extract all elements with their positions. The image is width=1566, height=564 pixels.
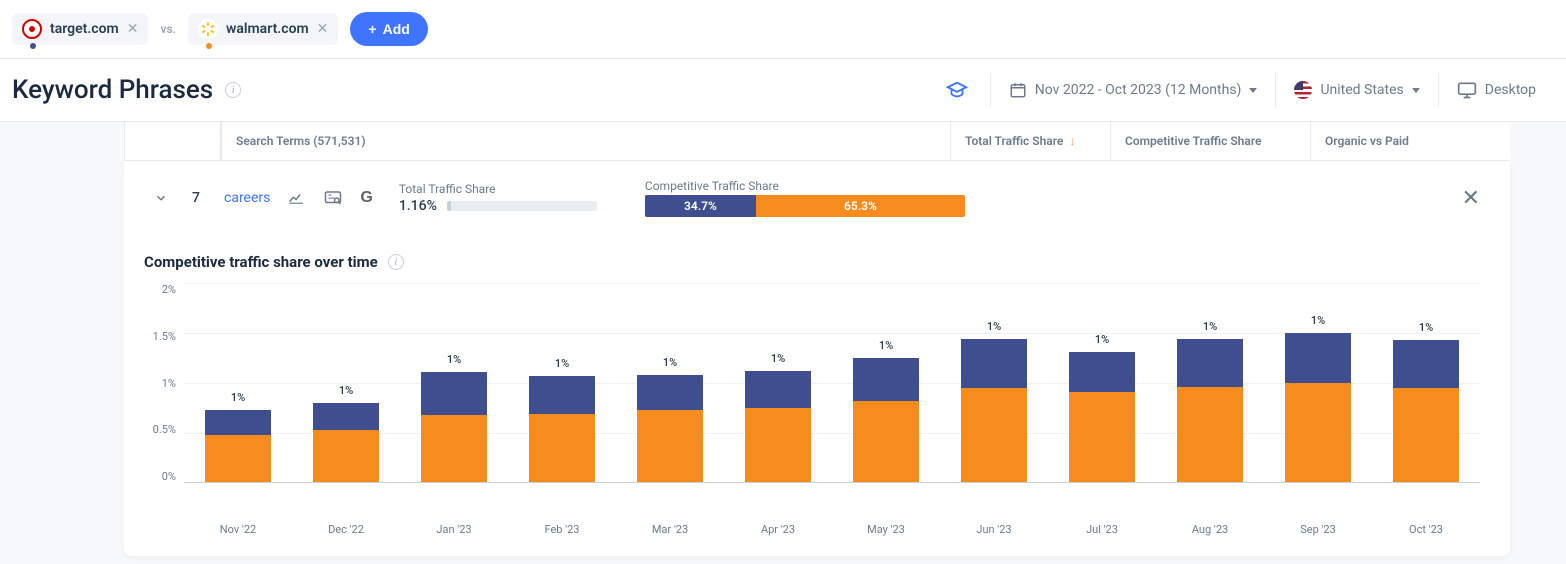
bar-value-label: 1% — [1203, 320, 1217, 333]
compare-domains-bar: target.com ✕ vs. walmart.com ✕ + Add — [0, 0, 1566, 59]
domain-color-dot — [30, 43, 36, 49]
domain-chip-walmart[interactable]: walmart.com ✕ — [188, 13, 338, 45]
bar-value-label: 1% — [771, 352, 785, 365]
chart-plot: 1% 1% 1% 1% 1% 1% 1% 1% 1% 1% 1% 1% — [184, 283, 1480, 483]
date-range-text: Nov 2022 - Oct 2023 (12 Months) — [1035, 82, 1242, 98]
remove-domain-icon[interactable]: ✕ — [127, 21, 139, 37]
x-axis-label: Mar '23 — [616, 523, 724, 536]
country-text: United States — [1320, 82, 1403, 98]
device-text: Desktop — [1485, 82, 1536, 98]
chevron-down-icon — [1412, 88, 1420, 93]
x-axis-label: Nov '22 — [184, 523, 292, 536]
bar-value-label: 1% — [231, 391, 245, 404]
keyword-link[interactable]: careers — [224, 190, 270, 206]
bar-value-label: 1% — [663, 356, 677, 369]
bar-column: 1% — [832, 283, 940, 482]
col-competitive-traffic-share[interactable]: Competitive Traffic Share — [1110, 122, 1310, 160]
bar-column: 1% — [616, 283, 724, 482]
chevron-down-icon — [1249, 88, 1257, 93]
x-axis-label: Aug '23 — [1156, 523, 1264, 536]
bar-value-label: 1% — [1311, 314, 1325, 327]
x-axis-label: Sep '23 — [1264, 523, 1372, 536]
us-flag-icon — [1294, 81, 1312, 99]
sort-desc-icon: ↓ — [1069, 134, 1075, 148]
x-axis-label: Dec '22 — [292, 523, 400, 536]
walmart-logo-icon — [198, 19, 218, 39]
x-axis-label: Jun '23 — [940, 523, 1048, 536]
bar-column: 1% — [724, 283, 832, 482]
x-axis: Nov '22Dec '22Jan '23Feb '23Mar '23Apr '… — [184, 523, 1480, 536]
bar-value-label: 1% — [339, 384, 353, 397]
info-icon[interactable]: i — [225, 82, 241, 98]
row-rank: 7 — [186, 190, 206, 206]
table-header: Search Terms (571,531) Total Traffic Sha… — [124, 122, 1510, 161]
desktop-icon — [1457, 81, 1477, 99]
target-logo-icon — [22, 19, 42, 39]
y-axis: 2%1.5%1%0.5%0% — [140, 283, 176, 483]
info-icon[interactable]: i — [388, 254, 404, 270]
bar-value-label: 1% — [1095, 333, 1109, 346]
page-title: Keyword Phrases — [12, 75, 213, 105]
col-total-traffic-share[interactable]: Total Traffic Share ↓ — [950, 122, 1110, 160]
bar-value-label: 1% — [1419, 321, 1433, 334]
bar-column: 1% — [400, 283, 508, 482]
bar-column: 1% — [1048, 283, 1156, 482]
tts-label: Total Traffic Share — [399, 182, 597, 196]
split-target: 34.7% — [645, 195, 756, 217]
cts-label: Competitive Traffic Share — [645, 179, 965, 193]
education-icon[interactable] — [946, 73, 990, 107]
chart-title: Competitive traffic share over time — [144, 253, 378, 271]
bar-value-label: 1% — [987, 320, 1001, 333]
bar-column: 1% — [1156, 283, 1264, 482]
x-axis-label: Feb '23 — [508, 523, 616, 536]
search-ads-icon[interactable] — [324, 190, 342, 206]
tts-mini-bar — [447, 201, 597, 211]
table-header-spacer — [124, 122, 220, 160]
competitive-split-bar: 34.7% 65.3% — [645, 195, 965, 217]
remove-domain-icon[interactable]: ✕ — [317, 21, 329, 37]
domain-chip-target[interactable]: target.com ✕ — [12, 13, 148, 45]
bar-column: 1% — [508, 283, 616, 482]
close-icon[interactable]: ✕ — [1462, 186, 1480, 211]
calendar-icon — [1009, 81, 1027, 99]
x-axis-label: Jul '23 — [1048, 523, 1156, 536]
x-axis-label: Apr '23 — [724, 523, 832, 536]
domain-color-dot — [206, 43, 212, 49]
x-axis-label: Oct '23 — [1372, 523, 1480, 536]
keyword-row: 7 careers G Total Traffic Share 1.16% Co… — [124, 161, 1510, 225]
chart-container: 2%1.5%1%0.5%0% 1% 1% 1% 1% 1% 1% 1% 1% 1% 1% 1%1% … — [124, 283, 1510, 536]
bar-value-label: 1% — [879, 339, 893, 352]
add-label: Add — [383, 21, 410, 37]
bar-column: 1% — [1264, 283, 1372, 482]
tts-value: 1.16% — [399, 198, 437, 214]
page-header: Keyword Phrases i Nov 2022 - Oct 2023 (1… — [0, 59, 1566, 122]
col-search-terms[interactable]: Search Terms (571,531) — [220, 122, 950, 160]
bar-column: 1% — [1372, 283, 1480, 482]
domain-label: target.com — [50, 21, 119, 37]
bar-column: 1% — [292, 283, 400, 482]
plus-icon: + — [368, 21, 376, 37]
device-selector[interactable]: Desktop — [1438, 73, 1554, 107]
add-domain-button[interactable]: + Add — [350, 12, 427, 46]
date-range-selector[interactable]: Nov 2022 - Oct 2023 (12 Months) — [990, 73, 1276, 107]
bar-column: 1% — [940, 283, 1048, 482]
bar-value-label: 1% — [555, 357, 569, 370]
google-icon[interactable]: G — [360, 189, 372, 207]
domain-label: walmart.com — [226, 21, 309, 37]
country-selector[interactable]: United States — [1275, 73, 1437, 107]
x-axis-label: Jan '23 — [400, 523, 508, 536]
split-walmart: 65.3% — [756, 195, 965, 217]
col-organic-vs-paid[interactable]: Organic vs Paid — [1310, 122, 1510, 160]
collapse-icon[interactable] — [154, 191, 168, 205]
trend-icon[interactable] — [288, 191, 306, 205]
expanded-row-panel: 7 careers G Total Traffic Share 1.16% Co… — [124, 161, 1510, 556]
vs-label: vs. — [160, 22, 176, 36]
x-axis-label: May '23 — [832, 523, 940, 536]
bar-value-label: 1% — [447, 353, 461, 366]
bar-column: 1% — [184, 283, 292, 482]
